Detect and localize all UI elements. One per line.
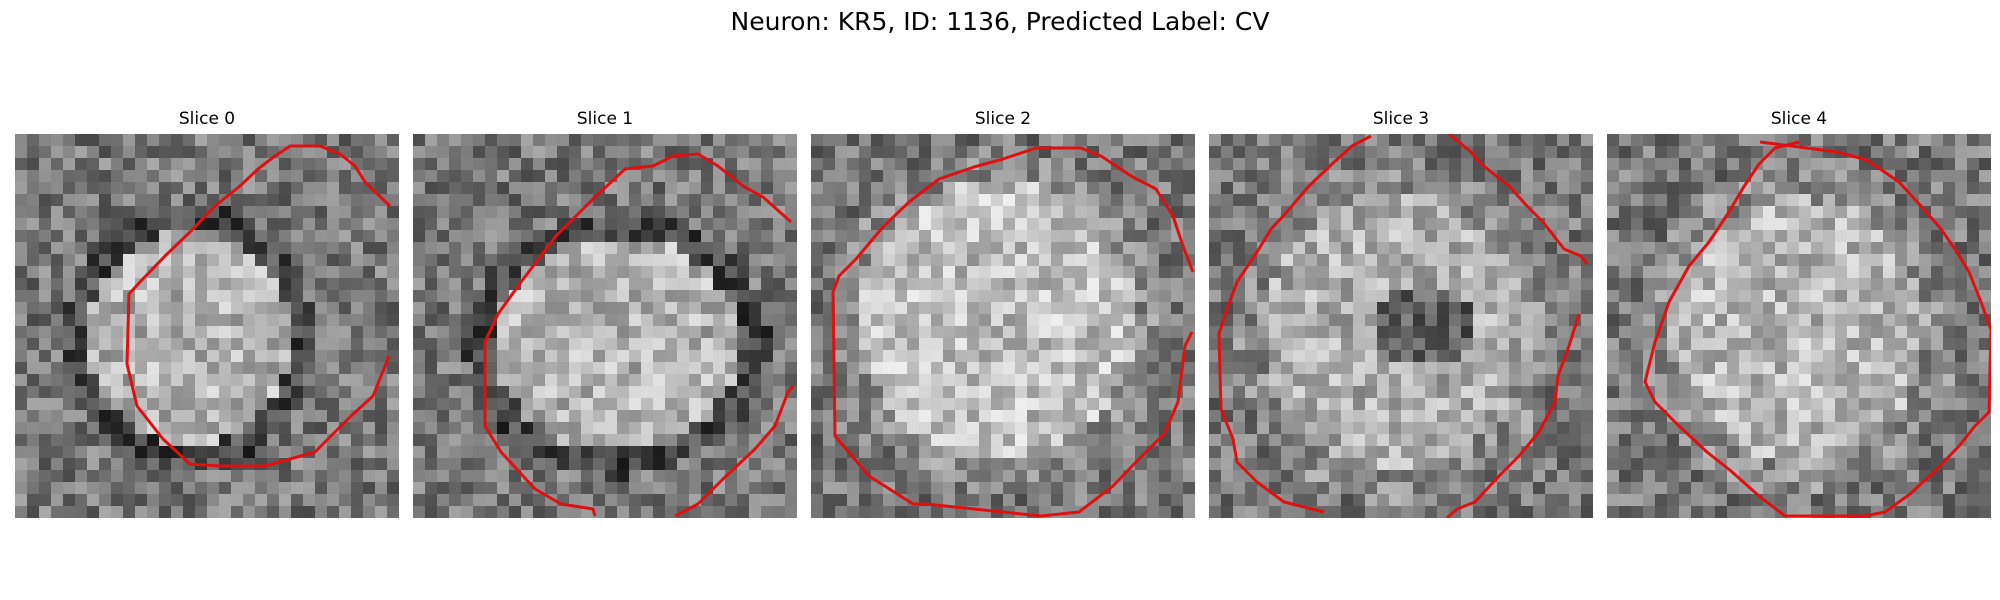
slice-image [1607, 134, 1991, 518]
cell-contour-line [125, 144, 392, 468]
cell-contour-line [1445, 313, 1581, 518]
cell-contour-line [1643, 140, 1991, 518]
slice-title: Slice 3 [1372, 109, 1430, 129]
slice-image [1209, 134, 1593, 518]
slice-title: Slice 4 [1770, 109, 1828, 129]
slice-title: Slice 0 [178, 109, 236, 129]
cell-contour-line [1448, 134, 1589, 265]
figure-title: Neuron: KR5, ID: 1136, Predicted Label: … [730, 7, 1270, 36]
cell-contour-line [831, 146, 1195, 518]
slice-image [413, 134, 797, 518]
slice-title: Slice 2 [974, 109, 1032, 129]
slice-image [15, 134, 399, 518]
slice-title: Slice 1 [576, 109, 634, 129]
cell-contour-line [1217, 134, 1372, 514]
slice-image [811, 134, 1195, 518]
cell-contour-line [674, 385, 795, 518]
cell-contour-line [483, 152, 792, 517]
